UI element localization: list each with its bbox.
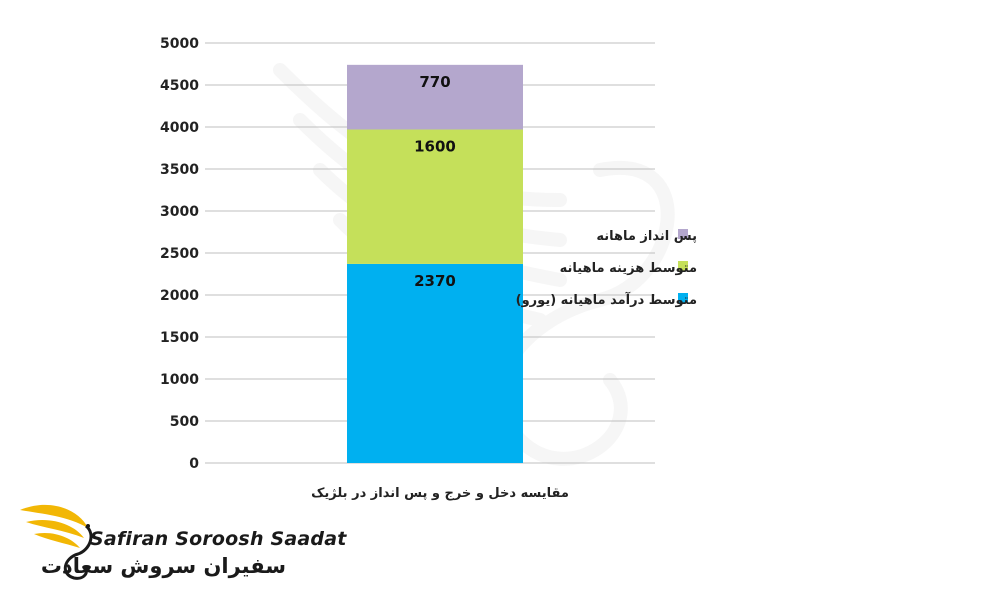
data-labels: 2370 1600 770: [414, 73, 456, 290]
legend-swatch: [678, 261, 688, 271]
logo-text-en: Safiran Soroosh Saadat: [90, 528, 347, 550]
y-tick-label: 3500: [160, 162, 199, 178]
legend: پس انداز ماهانه متوسط هزینه ماهیانه متوسط …: [516, 229, 697, 308]
y-tick-label: 4000: [160, 120, 199, 136]
chart-title: مقایسه دخل و خرج و پس انداز در بلژیک: [311, 486, 569, 501]
y-tick-label: 2000: [160, 288, 199, 304]
y-tick-label: 2500: [160, 246, 199, 262]
y-tick-label: 0: [189, 456, 199, 472]
bar-segment-2: [347, 129, 523, 264]
legend-label: پس انداز ماهانه: [596, 229, 697, 244]
data-label-1: 2370: [414, 272, 456, 290]
logo-text-fa: سفیران سروش سعادت: [40, 554, 286, 578]
y-tick-label: 5000: [160, 36, 199, 52]
legend-label: متوسط هزینه ماهیانه: [560, 261, 697, 276]
bars: [347, 64, 523, 463]
legend-label: متوسط درآمد ماهیانه (یورو): [516, 291, 697, 308]
data-label-3: 770: [419, 73, 450, 91]
bar-segment-3: [347, 64, 523, 130]
y-axis-ticks: 0 500 1000 1500 2000 2500 3000 3500 4000 4500 5000: [160, 36, 199, 472]
swan-wing-icon: [20, 504, 93, 580]
legend-swatch: [678, 229, 688, 239]
y-tick-label: 3000: [160, 204, 199, 220]
bar-segment-1: [347, 263, 523, 463]
y-tick-label: 1000: [160, 372, 199, 388]
y-tick-label: 500: [170, 414, 199, 430]
y-tick-label: 4500: [160, 78, 199, 94]
company-logo: Safiran Soroosh Saadat سفیران سروش سعادت: [18, 498, 346, 588]
y-tick-label: 1500: [160, 330, 199, 346]
data-label-2: 1600: [414, 138, 456, 156]
legend-swatch: [678, 293, 688, 303]
